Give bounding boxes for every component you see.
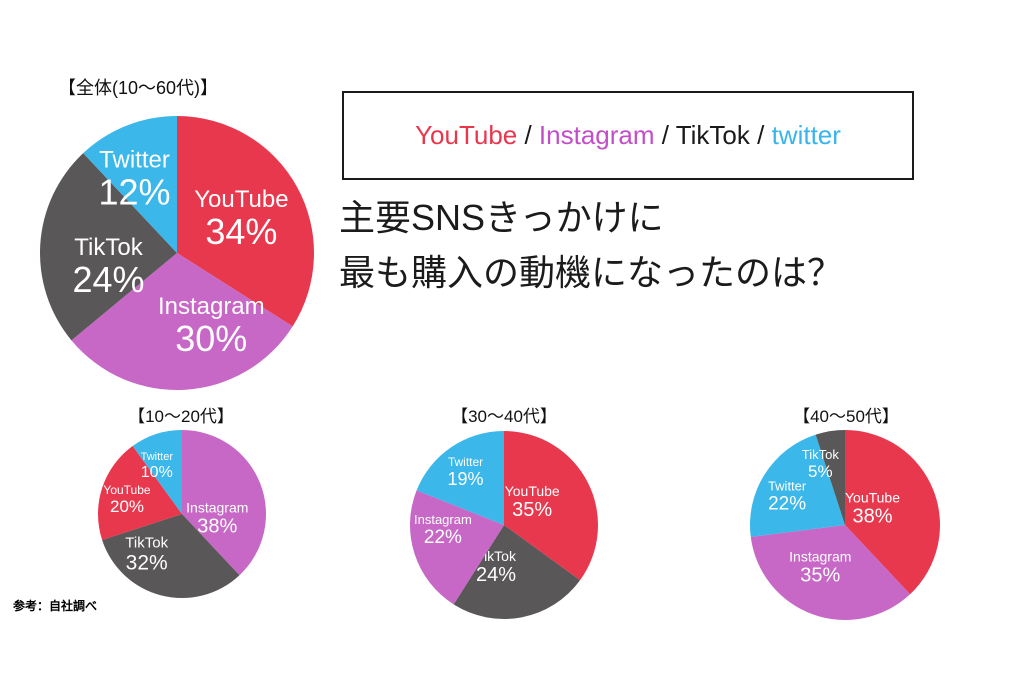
pie-slice-youtube	[845, 430, 940, 595]
legend-separator: /	[749, 120, 772, 150]
pie-slice-name-youtube: YouTube	[505, 483, 560, 499]
pie-slice-instagram	[750, 525, 911, 620]
pie-slice-name-instagram: Instagram	[414, 512, 472, 527]
pie-slice-pct-tiktok: 5%	[808, 462, 833, 481]
pie-slice-twitter	[83, 115, 177, 253]
pie-slice-instagram	[71, 253, 293, 391]
pie-slice-instagram	[182, 430, 266, 576]
pie-slice-name-twitter: Twitter	[768, 479, 807, 494]
pie-slice-name-youtube: YouTube	[194, 186, 288, 213]
pie-title-10-20: 【10〜20代】	[128, 407, 234, 426]
pie-slice-pct-youtube: 20%	[110, 497, 144, 516]
pie-slice-name-twitter: Twitter	[99, 146, 170, 173]
pie-slice-name-twitter: Twitter	[448, 455, 483, 469]
pie-slice-name-instagram: Instagram	[186, 499, 248, 515]
legend-item-tiktok: TikTok	[675, 120, 750, 150]
legend-box: YouTube / Instagram / TikTok / twitter	[342, 91, 914, 180]
main-heading-line2: 最も購入の動機になったのは？	[339, 252, 844, 293]
pie-slice-tiktok	[102, 514, 240, 598]
pie-slice-name-youtube: YouTube	[103, 483, 150, 497]
pie-slice-name-tiktok: TikTok	[125, 535, 168, 552]
pie-title-30-40: 【30〜40代】	[451, 407, 557, 426]
main-heading-line1: 主要SNSきっかけに	[339, 197, 664, 238]
pie-slice-tiktok	[815, 430, 845, 525]
legend-item-twitter: twitter	[771, 120, 841, 150]
pie-slice-pct-instagram: 38%	[197, 515, 237, 537]
pie-chart-30-40: YouTube35%TikTok24%Instagram22%Twitter19…	[409, 431, 599, 620]
footnote: 参考：自社調べ	[13, 599, 98, 613]
pie-slice-pct-twitter: 10%	[141, 464, 173, 481]
pie-slice-name-twitter: Twitter	[141, 451, 174, 463]
pie-slice-pct-instagram: 22%	[424, 527, 462, 548]
pie-slice-tiktok	[39, 153, 178, 341]
legend-text: YouTube / Instagram / TikTok / twitter	[415, 120, 841, 151]
pie-slice-pct-youtube: 35%	[512, 499, 552, 521]
pie-slice-twitter	[132, 430, 182, 514]
pie-slice-pct-tiktok: 24%	[72, 259, 144, 300]
pie-title-overall: 【全体(10〜60代)】	[58, 78, 219, 98]
pie-slice-pct-twitter: 19%	[447, 469, 483, 489]
pie-slice-name-instagram: Instagram	[158, 293, 265, 320]
legend-item-youtube: YouTube	[415, 120, 518, 150]
pie-slice-pct-tiktok: 24%	[476, 564, 516, 586]
pie-slice-name-youtube: YouTube	[845, 490, 900, 506]
pie-slice-youtube	[177, 116, 314, 327]
pie-slice-pct-twitter: 22%	[768, 494, 806, 515]
legend-separator: /	[654, 120, 676, 150]
pie-slice-twitter	[416, 431, 504, 525]
pie-slice-pct-tiktok: 32%	[126, 552, 168, 575]
pie-slice-instagram	[409, 490, 504, 605]
legend-item-instagram: Instagram	[538, 120, 655, 150]
pie-slice-tiktok	[453, 525, 581, 620]
pie-slice-pct-youtube: 34%	[205, 211, 277, 252]
pie-slice-youtube	[504, 431, 599, 581]
pie-slice-name-tiktok: TikTok	[802, 447, 840, 462]
pie-slice-name-tiktok: TikTok	[74, 234, 143, 261]
pie-slice-name-instagram: Instagram	[789, 548, 851, 564]
legend-separator: /	[517, 120, 539, 150]
pie-title-40-50: 【40〜50代】	[793, 407, 899, 426]
main-heading: 主要SNSきっかけに 最も購入の動機になったのは？	[339, 190, 843, 300]
pie-slice-twitter	[750, 434, 845, 537]
pie-slice-youtube	[97, 446, 182, 540]
pie-slice-pct-instagram: 35%	[800, 564, 840, 586]
pie-slice-pct-twitter: 12%	[98, 171, 170, 212]
pie-slice-pct-youtube: 38%	[852, 506, 892, 528]
pie-slice-pct-instagram: 30%	[175, 318, 247, 359]
